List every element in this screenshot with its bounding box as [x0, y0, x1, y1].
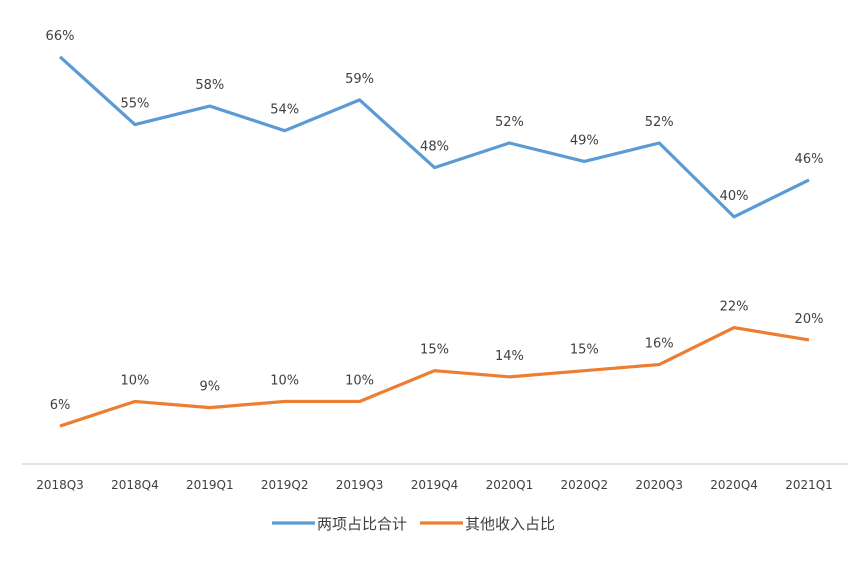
data-label: 54%: [270, 103, 299, 118]
data-label: 48%: [420, 140, 449, 155]
x-tick-label: 2020Q1: [486, 478, 534, 492]
data-label: 20%: [795, 312, 824, 327]
data-label: 58%: [195, 78, 224, 93]
data-label: 10%: [270, 373, 299, 388]
data-label: 16%: [645, 337, 674, 352]
legend-label: 其他收入占比: [465, 515, 555, 533]
data-label: 15%: [420, 343, 449, 358]
data-label: 6%: [50, 398, 71, 413]
x-tick-label: 2018Q4: [111, 478, 159, 492]
data-label: 9%: [199, 380, 220, 395]
x-tick-label: 2018Q3: [36, 478, 84, 492]
data-label: 52%: [495, 115, 524, 130]
x-tick-label: 2019Q1: [186, 478, 234, 492]
data-label: 52%: [645, 115, 674, 130]
data-label: 15%: [570, 343, 599, 358]
data-label: 14%: [495, 349, 524, 364]
data-label: 59%: [345, 72, 374, 87]
x-tick-label: 2019Q4: [411, 478, 459, 492]
data-label: 55%: [120, 97, 149, 112]
series-line-0: [60, 57, 809, 217]
x-tick-label: 2019Q2: [261, 478, 309, 492]
legend-label: 两项占比合计: [317, 515, 407, 533]
data-label: 22%: [720, 300, 749, 315]
x-tick-label: 2020Q3: [635, 478, 683, 492]
data-label: 10%: [120, 373, 149, 388]
x-tick-label: 2019Q3: [336, 478, 384, 492]
x-tick-label: 2021Q1: [785, 478, 833, 492]
x-tick-label: 2020Q4: [710, 478, 758, 492]
x-tick-label: 2020Q2: [560, 478, 608, 492]
data-label: 46%: [795, 152, 824, 167]
data-label: 49%: [570, 133, 599, 148]
data-label: 10%: [345, 373, 374, 388]
data-label: 40%: [720, 189, 749, 204]
data-label: 66%: [46, 29, 75, 44]
